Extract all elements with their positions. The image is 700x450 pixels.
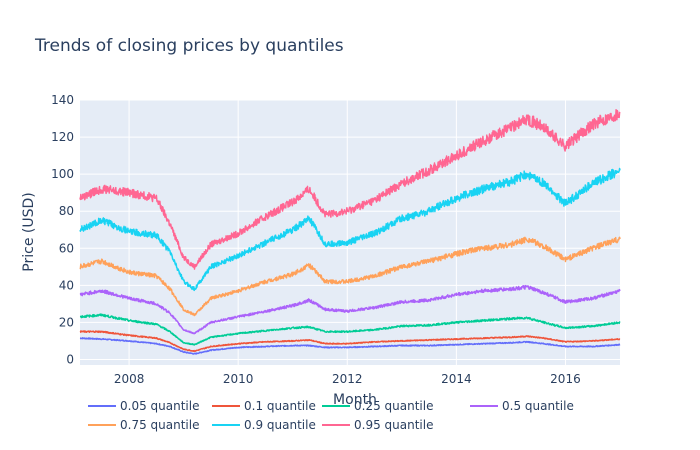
- y-axis-label: Price (USD): [21, 192, 37, 271]
- series-line-0-95-quantile: [79, 108, 621, 270]
- x-tick-label: 2016: [550, 372, 581, 386]
- y-axis-ticks: 0 20 40 60 80 100 120 140: [51, 93, 74, 366]
- legend-label: 0.9 quantile: [244, 418, 316, 432]
- legend-label: 0.95 quantile: [354, 418, 433, 432]
- x-tick-label: 2010: [223, 372, 254, 386]
- series-lines: [79, 108, 621, 355]
- legend-label: 0.1 quantile: [244, 399, 316, 413]
- legend-item[interactable]: 0.75 quantile: [88, 418, 199, 432]
- series-line-0-5-quantile: [79, 284, 621, 335]
- y-tick-label: 40: [59, 278, 74, 292]
- x-tick-label: 2008: [114, 372, 145, 386]
- y-tick-label: 0: [66, 352, 74, 366]
- y-tick-label: 100: [51, 167, 74, 181]
- y-tick-label: 140: [51, 93, 74, 107]
- legend-label: 0.5 quantile: [502, 399, 574, 413]
- legend-item[interactable]: 0.5 quantile: [470, 399, 574, 413]
- x-axis-label: Month: [333, 392, 377, 408]
- gridlines: [80, 99, 620, 365]
- legend-label: 0.75 quantile: [120, 418, 199, 432]
- legend-item[interactable]: 0.05 quantile: [88, 399, 199, 413]
- legend-item[interactable]: 0.9 quantile: [212, 418, 316, 432]
- series-line-0-05-quantile: [79, 337, 621, 355]
- x-tick-label: 2012: [332, 372, 363, 386]
- series-line-0-9-quantile: [79, 167, 621, 292]
- series-line-0-25-quantile: [79, 313, 621, 346]
- legend: 0.05 quantile 0.1 quantile 0.25 quantile 0.…: [88, 399, 574, 432]
- legend-item[interactable]: 0.1 quantile: [212, 399, 316, 413]
- y-tick-label: 120: [51, 130, 74, 144]
- legend-label: 0.05 quantile: [120, 399, 199, 413]
- plot-area: [80, 100, 620, 365]
- legend-item[interactable]: 0.95 quantile: [322, 418, 433, 432]
- x-tick-label: 2014: [441, 372, 472, 386]
- legend-label: 0.25 quantile: [354, 399, 433, 413]
- y-tick-label: 80: [59, 204, 74, 218]
- y-tick-label: 60: [59, 241, 74, 255]
- series-line-0-75-quantile: [79, 236, 621, 317]
- legend-item[interactable]: 0.25 quantile: [322, 399, 433, 413]
- x-axis-ticks: 2008 2010 2012 2014 2016: [114, 372, 581, 386]
- y-tick-label: 20: [59, 315, 74, 329]
- chart-title: Trends of closing prices by quantiles: [34, 36, 344, 56]
- series-line-0-1-quantile: [79, 330, 621, 353]
